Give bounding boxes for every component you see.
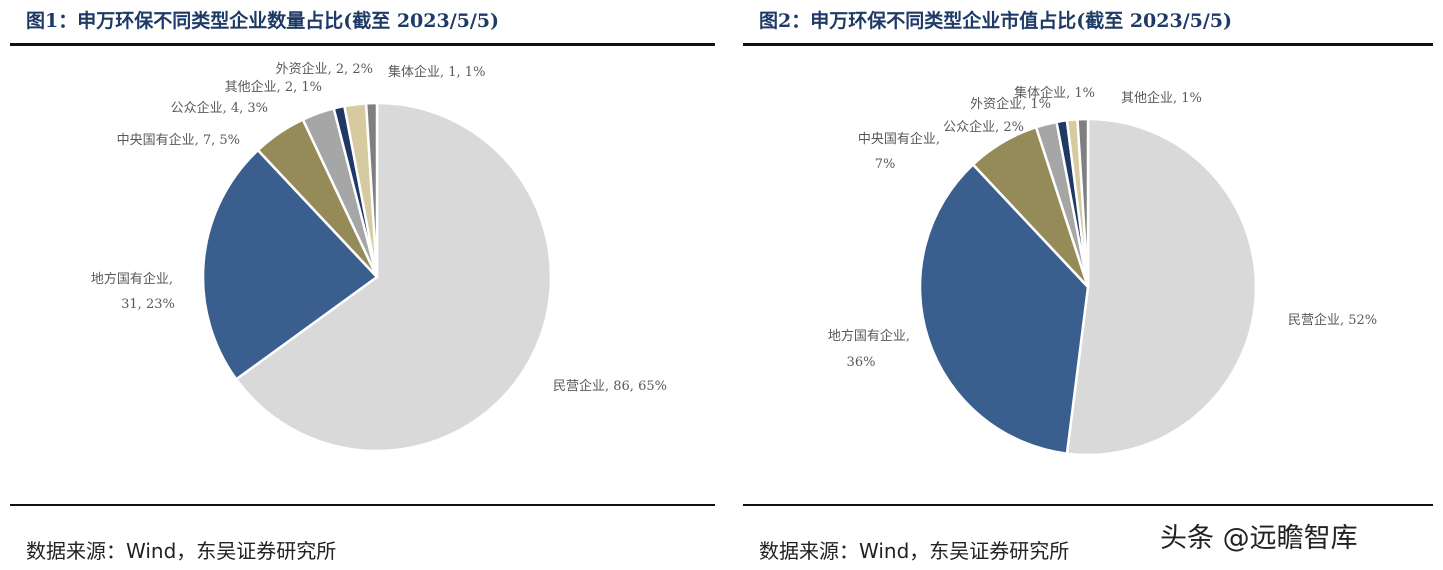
pie-slice-2 xyxy=(201,148,379,381)
pie-slice-1 xyxy=(1065,117,1258,457)
figure-2-pie-chart: 民营企业, 52% 地方国有企业, 36% 中央国有企业, 7% 公众企业, 2% 外资企业… xyxy=(828,85,1377,457)
slice-label-5: 外资企业, 1% xyxy=(970,96,1051,112)
slice-label-6: 外资企业, 2, 2% xyxy=(276,61,373,77)
slice-label-7: 集体企业, 1, 1% xyxy=(388,64,485,80)
pie-slice-2 xyxy=(918,163,1090,455)
figure-1: 图1：申万环保不同类型企业数量占比(截至 2023/5/5) 民营企业, 86,… xyxy=(0,0,715,570)
slice-label-3-line-2: 7% xyxy=(875,157,896,172)
slice-label-3: 中央国有企业, 7, 5% xyxy=(117,132,240,148)
figure-1-pie-chart: 民营企业, 86, 65% 地方国有企业, 31, 23% 中央国有企业, 7, 5%… xyxy=(91,61,667,453)
figure-2-top-rule xyxy=(743,43,1433,46)
slice-label-2: 地方国有企业, xyxy=(91,271,173,287)
figure-1-source: 数据来源：Wind，东吴证券研究所 xyxy=(26,539,337,563)
pie-slice-7 xyxy=(364,101,379,279)
figure-1-top-rule xyxy=(10,43,715,46)
slice-label-7: 其他企业, 1% xyxy=(1121,90,1202,106)
figure-1-title: 图1：申万环保不同类型企业数量占比(截至 2023/5/5) xyxy=(26,10,500,32)
slice-label-3: 中央国有企业, xyxy=(858,131,940,147)
figure-1-bottom-rule xyxy=(10,504,715,506)
figure-2-title: 图2：申万环保不同类型企业市值占比(截至 2023/5/5) xyxy=(759,10,1233,32)
slice-label-6: 集体企业, 1% xyxy=(1014,85,1095,101)
watermark: 头条 @远瞻智库 xyxy=(1160,523,1358,554)
figure-2-bottom-rule xyxy=(743,504,1433,506)
slice-label-4: 公众企业, 2% xyxy=(943,119,1024,135)
slice-label-1: 民营企业, 52% xyxy=(1288,312,1377,328)
slice-label-2-line-2: 36% xyxy=(847,355,876,370)
slice-label-5: 其他企业, 2, 1% xyxy=(225,79,322,95)
pie-slice-1 xyxy=(234,101,553,453)
slice-label-1: 民营企业, 86, 65% xyxy=(553,378,667,394)
slice-label-2: 地方国有企业, xyxy=(828,328,910,344)
slice-label-2-line-2: 31, 23% xyxy=(121,297,175,312)
figure-2: 图2：申万环保不同类型企业市值占比(截至 2023/5/5) 民营企业, 52%… xyxy=(743,0,1443,570)
pie-slice-7 xyxy=(1076,117,1090,289)
slice-label-4: 公众企业, 4, 3% xyxy=(171,100,268,116)
figure-2-source: 数据来源：Wind，东吴证券研究所 xyxy=(759,539,1070,563)
